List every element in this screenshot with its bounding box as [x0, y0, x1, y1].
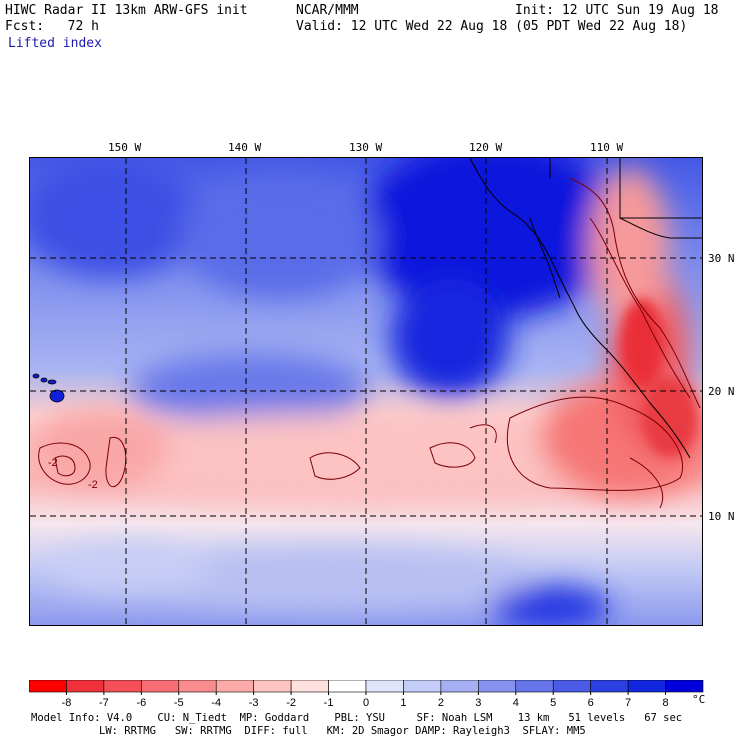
colorbar-swatch: [478, 679, 517, 693]
lat-label-10n: 10 N: [708, 510, 735, 523]
graticule: [30, 158, 702, 625]
colorbar-svg: -8 -7 -6 -5 -4 -3 -2 -1 0 1 2 3 4 5 6 7 8: [28, 679, 704, 709]
lon-label-130w: 130 W: [349, 141, 383, 154]
contour-label-2: -2: [88, 479, 98, 491]
model-title: HIWC Radar II 13km ARW-GFS init: [5, 3, 248, 18]
lat-label-20n: 20 N: [708, 385, 735, 398]
model-info-line2: LW: RRTMG SW: RRTMG DIFF: full KM: 2D Sm…: [99, 725, 586, 737]
colorbar-tick-label: 0: [363, 697, 369, 709]
colorbar-tick-label: 4: [513, 697, 519, 709]
colorbar-swatch: [215, 679, 254, 693]
coastline: [469, 158, 702, 459]
colorbar: -8 -7 -6 -5 -4 -3 -2 -1 0 1 2 3 4 5 6 7 8: [28, 679, 729, 714]
lon-label-150w: 150 W: [108, 141, 142, 154]
institution-label: NCAR/MMM: [296, 3, 359, 18]
contours: [38, 177, 701, 509]
lon-label-140w: 140 W: [228, 141, 262, 154]
colorbar-tick-label: -1: [324, 697, 334, 709]
colorbar-tick-label: 2: [438, 697, 444, 709]
lon-label-110w: 110 W: [590, 141, 624, 154]
colorbar-swatch: [178, 679, 217, 693]
colorbar-swatch: [103, 679, 142, 693]
colorbar-swatch: [141, 679, 180, 693]
lon-label-120w: 120 W: [469, 141, 503, 154]
colorbar-swatch: [253, 679, 292, 693]
map-svg: -2 -2: [30, 158, 702, 625]
colorbar-swatch: [66, 679, 105, 693]
colorbar-swatch: [515, 679, 554, 693]
colorbar-tick-label: -3: [249, 697, 259, 709]
lat-label-30n: 30 N: [708, 252, 735, 265]
colorbar-tick-label: 1: [400, 697, 406, 709]
colorbar-tick-label: 8: [662, 697, 668, 709]
colorbar-tick-label: -5: [174, 697, 184, 709]
colorbar-tick-label: 3: [475, 697, 481, 709]
colorbar-ticks: -8 -7 -6 -5 -4 -3 -2 -1 0 1 2 3 4 5 6 7 8: [62, 692, 669, 709]
colorbar-swatch: [365, 679, 404, 693]
colorbar-swatch: [665, 679, 704, 693]
contour-label: -2: [48, 457, 58, 469]
colorbar-tick-label: -4: [211, 697, 221, 709]
colorbar-tick-label: -7: [99, 697, 109, 709]
init-time: Init: 12 UTC Sun 19 Aug 18: [515, 3, 719, 18]
colorbar-swatches: [28, 679, 704, 693]
colorbar-swatch: [590, 679, 629, 693]
field-name: Lifted index: [8, 36, 102, 51]
colorbar-unit: °C: [692, 693, 706, 706]
lifted-index-map: -2 -2: [29, 157, 703, 626]
colorbar-swatch: [328, 679, 367, 693]
model-info-line1: Model Info: V4.0 CU: N_Tiedt MP: Goddard…: [31, 712, 683, 724]
colorbar-swatch: [28, 679, 67, 693]
colorbar-tick-label: -2: [286, 697, 296, 709]
colorbar-tick-label: 5: [550, 697, 556, 709]
colorbar-tick-label: -8: [62, 697, 72, 709]
colorbar-tick-label: 7: [625, 697, 631, 709]
colorbar-swatch: [627, 679, 666, 693]
colorbar-swatch: [290, 679, 329, 693]
colorbar-tick-label: -6: [136, 697, 146, 709]
colorbar-swatch: [552, 679, 591, 693]
colorbar-tick-label: 6: [588, 697, 594, 709]
forecast-hour: Fcst: 72 h: [5, 19, 99, 34]
colorbar-swatch: [403, 679, 442, 693]
valid-time: Valid: 12 UTC Wed 22 Aug 18 (05 PDT Wed …: [296, 19, 688, 34]
hawaii-islands: [32, 373, 65, 403]
colorbar-swatch: [440, 679, 479, 693]
